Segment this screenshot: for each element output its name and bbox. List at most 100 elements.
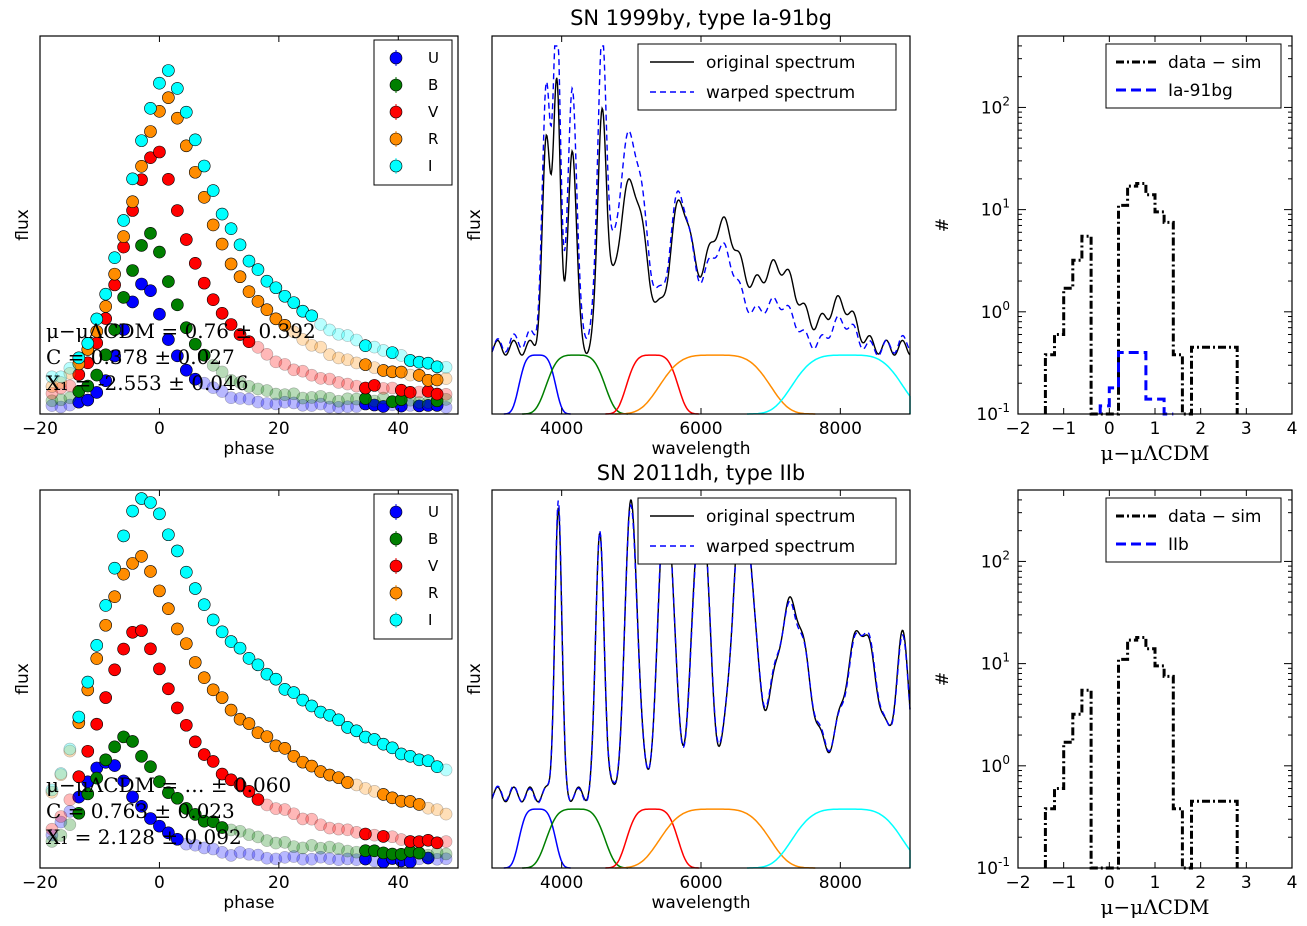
lightcurve-point [341,392,354,406]
lightcurve-point [323,391,336,405]
lightcurve-point [430,373,444,387]
lightcurve-point [314,340,327,354]
lightcurve-point [54,768,68,782]
lightcurve-point [287,750,301,763]
lightcurve-point [278,318,292,332]
legend-marker [389,51,403,65]
lightcurve-point [72,806,86,820]
lightcurve-point [323,323,336,337]
lightcurve-point [260,347,274,361]
lightcurve-point [197,191,211,204]
lightcurve-point [54,393,68,407]
lightcurve-point [144,227,157,240]
x-axis-label: μ−μΛCDM [1100,441,1209,465]
lightcurve-point [251,793,265,806]
lightcurve-point [233,392,247,405]
lightcurve-point [153,819,166,833]
lightcurve-point [144,565,157,578]
lightcurve-point [153,307,166,321]
filter-curve [605,354,699,415]
lightcurve-point [171,622,184,636]
x-tick-label: 20 [268,419,290,439]
lightcurve-point [135,134,148,147]
lightcurve-point [144,642,157,656]
lightcurve-point [126,557,139,570]
x-axis-label: phase [223,893,274,913]
lightcurve-point [251,830,265,844]
lightcurve-point [45,783,59,797]
y-axis-label: flux [465,209,485,241]
lightcurve-point [224,374,238,387]
lightcurve-point [135,750,148,763]
lightcurve-point [233,328,247,341]
lightcurve-point [332,842,345,856]
panel-title: SN 2011dh, type IIb [597,461,805,485]
lightcurve-point [162,682,175,696]
lightcurve-point [233,824,247,838]
lightcurve-point [386,830,399,844]
x-tick-label: 40 [387,873,409,893]
x-axis-label: wavelength [651,893,750,913]
lightcurve-point [108,663,121,677]
x-tick-label: 2 [1195,873,1206,893]
lightcurve-point [206,755,220,768]
lightcurve-point [296,391,310,405]
warped-spectrum-line [491,499,911,804]
lightcurve-point [314,818,327,832]
lightcurve-point [215,207,229,221]
lightcurve-point [260,851,274,865]
lightcurve-point [117,642,130,656]
lightcurve-point [314,841,327,855]
x-tick-label: −1 [1051,873,1076,893]
lightcurve-point [305,391,319,404]
legend-label: B [428,76,438,94]
lightcurve-point [368,394,381,408]
y-tick-label: 101 [981,197,1010,221]
lightcurve-point [215,821,229,834]
lightcurve-point [63,391,77,405]
lightcurve-point [305,852,319,866]
spectrum-panel: SN 1999by, type Ia-91bg 4000 6000 8000 wavel… [465,6,911,459]
lightcurve-point [54,815,68,829]
lightcurve-point [296,852,310,866]
lightcurve-point [206,381,220,394]
lightcurve-point [269,802,283,815]
lightcurve-point [430,760,444,773]
lightcurve-point [63,742,77,756]
legend-label: IIb [1168,535,1189,555]
lightcurve-point [377,830,390,843]
lightcurve-point [251,658,265,672]
lightcurve-point [251,848,265,862]
lightcurve-point [197,598,211,611]
fit-annotation: X₁ = -2.553 ± 0.046 [46,371,248,395]
lightcurve-point [99,287,112,301]
lightcurve-point [162,786,175,799]
lightcurve-point [332,394,345,408]
lightcurve-point [430,836,444,850]
lightcurve-point [117,567,130,581]
lightcurve-point [144,151,157,164]
lightcurve-point [278,742,292,755]
lightcurve-point [197,276,211,290]
lightcurve-point [278,803,292,816]
lightcurve-point [359,827,372,841]
y-axis-label: # [933,218,953,232]
lightcurve-point [305,699,319,713]
lightcurve-point [350,724,363,738]
original-spectrum-line [491,77,911,356]
legend-label: data − sim [1168,507,1261,527]
lightcurve-point [188,582,202,595]
lightcurve-point [126,790,139,804]
lightcurve-point [278,358,292,371]
lightcurve-point [386,741,399,755]
lightcurve-point [224,222,238,235]
lightcurve-point [108,740,121,754]
lightcurve-point [439,763,453,777]
lightcurve-point [90,639,104,652]
lightcurve-point [171,701,184,715]
lightcurve-point [135,239,148,252]
y-axis-label: flux [465,663,485,695]
lightcurve-point [287,296,301,309]
lightcurve-point [135,159,148,173]
